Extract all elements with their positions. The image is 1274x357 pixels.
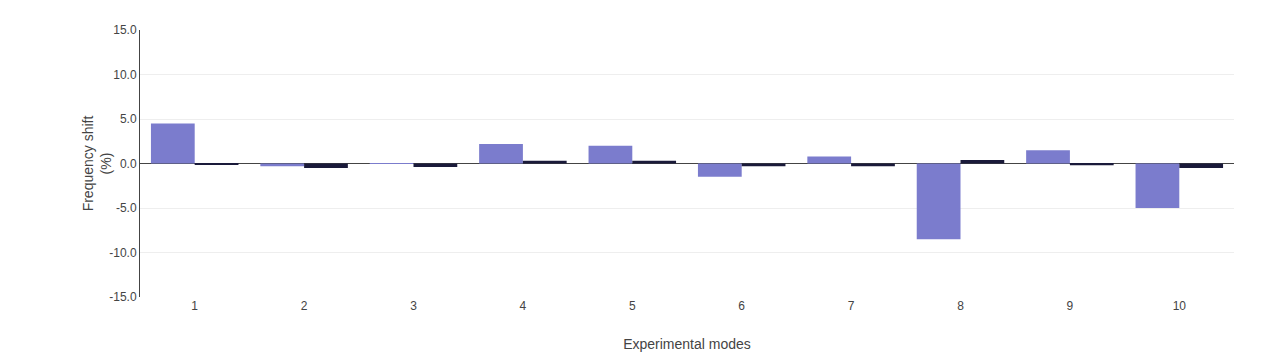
svg-text:3: 3: [410, 299, 417, 313]
svg-text:9: 9: [1067, 299, 1074, 313]
svg-text:10.0: 10.0: [113, 68, 137, 82]
svg-text:-15.0: -15.0: [109, 290, 137, 304]
svg-text:Frequency shift(%): Frequency shift(%): [80, 116, 114, 212]
svg-text:Experimental modes: Experimental modes: [623, 336, 751, 352]
svg-text:-10.0: -10.0: [109, 246, 137, 260]
svg-text:8: 8: [957, 299, 964, 313]
svg-text:15.0: 15.0: [113, 23, 137, 37]
svg-text:4: 4: [520, 299, 527, 313]
svg-text:2: 2: [301, 299, 308, 313]
svg-text:0.0: 0.0: [120, 157, 137, 171]
svg-text:10: 10: [1173, 299, 1187, 313]
svg-text:5: 5: [629, 299, 636, 313]
svg-text:6: 6: [738, 299, 745, 313]
svg-text:-5.0: -5.0: [116, 201, 137, 215]
svg-text:1: 1: [191, 299, 198, 313]
svg-text:5.0: 5.0: [120, 112, 137, 126]
svg-text:7: 7: [848, 299, 855, 313]
